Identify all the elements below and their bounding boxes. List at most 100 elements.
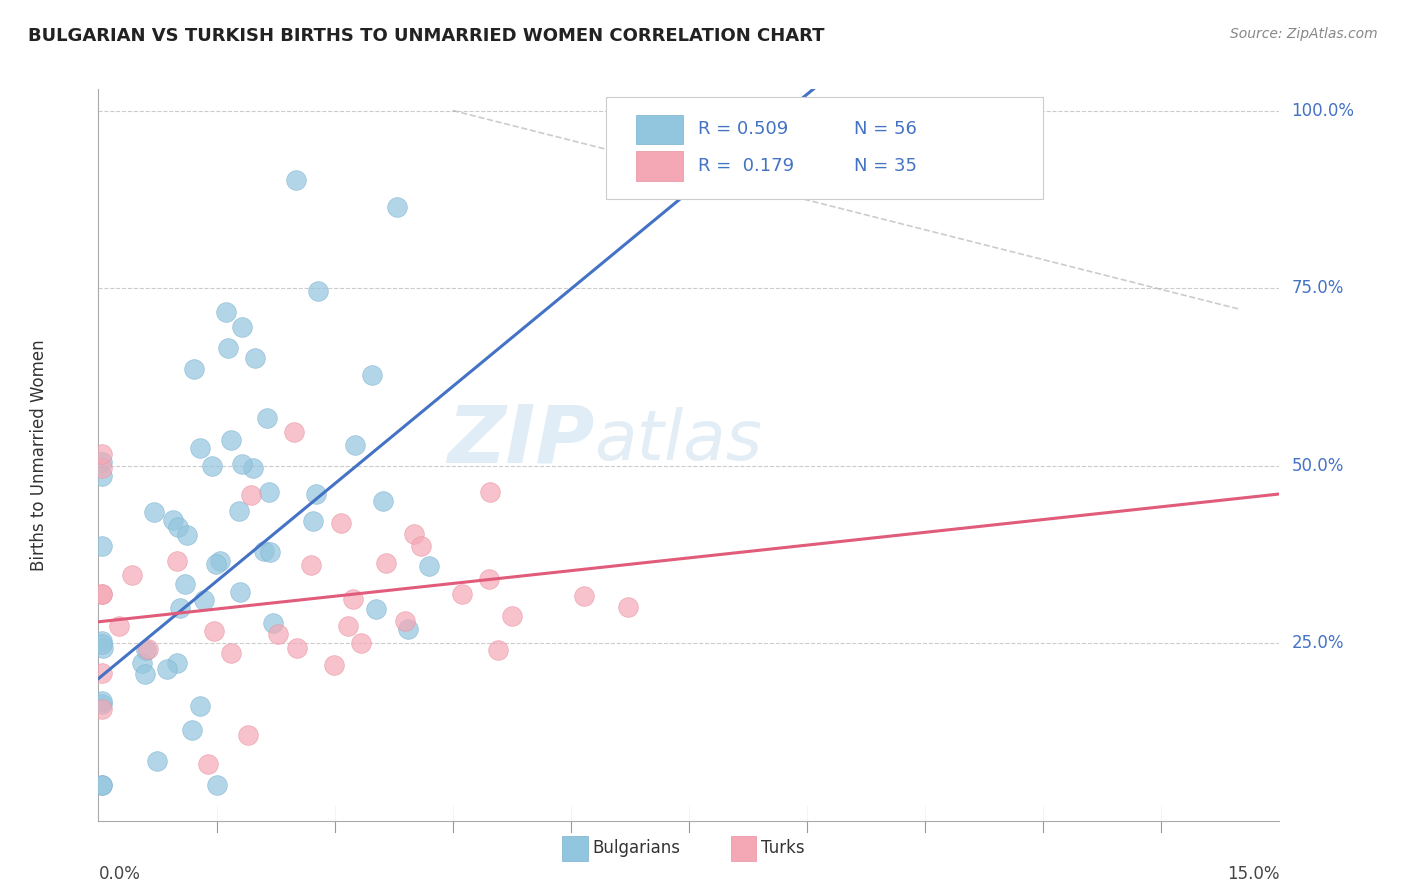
Point xyxy=(217,341,239,355)
Point xyxy=(197,756,219,771)
Point xyxy=(91,455,114,469)
Point xyxy=(146,754,169,768)
Point xyxy=(366,602,388,616)
Point xyxy=(193,593,215,607)
Text: 75.0%: 75.0% xyxy=(1291,279,1344,297)
Text: N = 56: N = 56 xyxy=(855,120,917,138)
Point xyxy=(342,592,364,607)
Point xyxy=(91,634,114,648)
Point xyxy=(259,544,281,558)
Point xyxy=(350,636,373,650)
Point xyxy=(205,558,228,572)
Point xyxy=(301,515,323,529)
Point xyxy=(501,609,523,624)
Point xyxy=(572,589,595,603)
Point xyxy=(262,615,284,630)
Point xyxy=(361,368,384,382)
Point xyxy=(394,615,416,629)
Point xyxy=(176,528,198,542)
Point xyxy=(373,494,395,508)
Text: ZIP: ZIP xyxy=(447,401,595,479)
Text: R = 0.509: R = 0.509 xyxy=(699,120,789,138)
Point xyxy=(188,442,211,456)
Text: 0.0%: 0.0% xyxy=(98,864,141,882)
Text: 100.0%: 100.0% xyxy=(1291,102,1354,120)
Point xyxy=(396,622,419,636)
Point xyxy=(91,665,114,680)
Bar xyxy=(636,152,683,180)
Point xyxy=(91,587,114,601)
Point xyxy=(91,461,114,475)
Point xyxy=(231,457,253,471)
Point xyxy=(305,486,328,500)
Point xyxy=(329,516,352,530)
Point xyxy=(180,723,202,738)
Point xyxy=(238,728,260,742)
Point xyxy=(243,351,266,365)
Point xyxy=(337,619,360,633)
Point xyxy=(91,447,114,461)
Text: 50.0%: 50.0% xyxy=(1291,457,1344,475)
Point xyxy=(219,646,242,660)
Point xyxy=(135,643,157,657)
Text: 15.0%: 15.0% xyxy=(1227,864,1279,882)
Text: Bulgarians: Bulgarians xyxy=(592,839,681,857)
Text: R =  0.179: R = 0.179 xyxy=(699,157,794,175)
Point xyxy=(91,539,114,553)
Point xyxy=(202,624,225,638)
Point xyxy=(121,568,143,582)
Text: Turks: Turks xyxy=(761,839,804,857)
Point xyxy=(156,662,179,676)
Point xyxy=(91,637,114,651)
Point xyxy=(208,554,231,568)
FancyBboxPatch shape xyxy=(606,96,1043,199)
Point xyxy=(91,587,114,601)
Point xyxy=(409,539,432,553)
Point xyxy=(143,505,166,519)
Point xyxy=(91,469,114,483)
Point xyxy=(231,319,253,334)
Text: Source: ZipAtlas.com: Source: ZipAtlas.com xyxy=(1230,27,1378,41)
Point xyxy=(285,640,308,655)
Point xyxy=(131,656,153,670)
Point xyxy=(486,642,509,657)
Point xyxy=(91,778,114,792)
Text: N = 35: N = 35 xyxy=(855,157,917,175)
Point xyxy=(385,200,408,214)
Point xyxy=(91,702,114,716)
Point xyxy=(375,556,398,570)
Point xyxy=(283,425,305,439)
Point xyxy=(215,304,238,318)
Point xyxy=(478,572,501,586)
Point xyxy=(136,641,159,656)
Point xyxy=(451,587,474,601)
Point xyxy=(201,459,224,474)
Point xyxy=(299,558,322,572)
Bar xyxy=(636,115,683,144)
Point xyxy=(219,433,242,447)
Point xyxy=(323,657,346,672)
Point xyxy=(108,619,131,633)
Point xyxy=(183,361,205,376)
Point xyxy=(478,484,501,499)
Text: 25.0%: 25.0% xyxy=(1291,634,1344,652)
Text: Births to Unmarried Women: Births to Unmarried Women xyxy=(31,339,48,571)
Point xyxy=(166,657,188,671)
Text: BULGARIAN VS TURKISH BIRTHS TO UNMARRIED WOMEN CORRELATION CHART: BULGARIAN VS TURKISH BIRTHS TO UNMARRIED… xyxy=(28,27,825,45)
Point xyxy=(242,460,264,475)
Point xyxy=(167,520,190,534)
Point xyxy=(134,667,156,681)
Point xyxy=(91,698,114,712)
Point xyxy=(169,600,191,615)
Point xyxy=(267,626,290,640)
Point xyxy=(617,600,640,615)
Point xyxy=(257,485,280,500)
Point xyxy=(253,544,276,558)
Point xyxy=(228,504,250,518)
Point xyxy=(174,577,197,591)
Point xyxy=(188,698,211,713)
Point xyxy=(404,527,426,541)
Point xyxy=(162,513,184,527)
Point xyxy=(256,411,278,425)
Point xyxy=(91,694,114,708)
